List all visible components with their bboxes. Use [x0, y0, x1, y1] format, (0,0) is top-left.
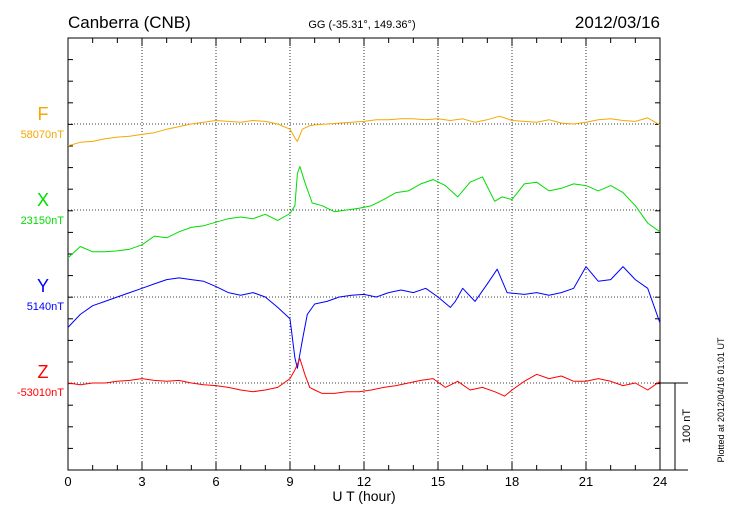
x-tick-label: 15 — [431, 474, 445, 489]
x-tick-label: 21 — [579, 474, 593, 489]
x-tick-label: 0 — [64, 474, 71, 489]
series-line-z — [67, 358, 661, 397]
x-tick-label: 3 — [138, 474, 145, 489]
series-line-y — [67, 266, 661, 369]
x-tick-label: 18 — [505, 474, 519, 489]
x-tick-label: 12 — [357, 474, 371, 489]
x-tick-label: 6 — [212, 474, 219, 489]
scale-bar: 100 nT — [660, 382, 693, 471]
series-labels: F 58070nT X 23150nT Y 5140nT Z -53010nT — [17, 104, 64, 399]
station-coords: GG (-35.31°, 149.36°) — [308, 19, 415, 31]
x-axis-label: U T (hour) — [332, 488, 395, 504]
series-name-f: F — [38, 104, 49, 124]
series-baseline-y: 5140nT — [27, 301, 65, 313]
x-tick-labels: 0 3 6 9 12 15 18 21 24 — [64, 474, 667, 489]
chart-date: 2012/03/16 — [575, 13, 660, 32]
series-baseline-f: 58070nT — [21, 129, 65, 141]
scale-bar-label: 100 nT — [681, 409, 693, 444]
x-tick-label: 9 — [286, 474, 293, 489]
series-name-y: Y — [37, 276, 49, 296]
grid-lines — [68, 38, 660, 470]
series-lines — [67, 115, 661, 397]
series-name-x: X — [37, 190, 49, 210]
series-line-f — [67, 115, 661, 147]
x-tick-label: 24 — [653, 474, 667, 489]
series-baseline-z: -53010nT — [17, 387, 64, 399]
plotted-timestamp: Plotted at 2012/04/16 01:01 UT — [716, 337, 726, 463]
series-line-x — [67, 166, 661, 259]
series-baseline-x: 23150nT — [21, 215, 65, 227]
series-name-z: Z — [38, 362, 49, 382]
axis-ticks — [67, 37, 661, 471]
station-title: Canberra (CNB) — [68, 13, 191, 32]
